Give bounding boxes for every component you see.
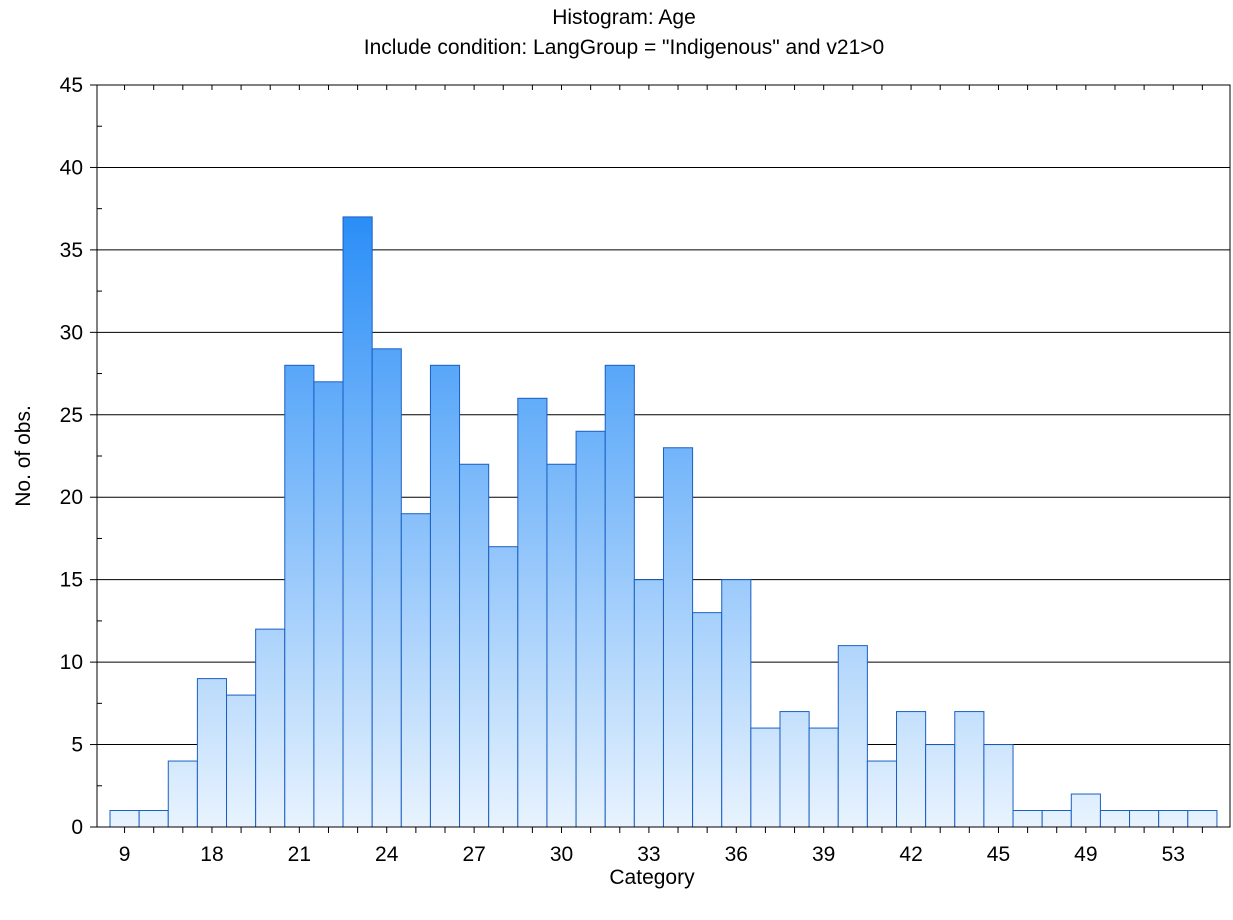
x-tick-label: 30: [550, 843, 573, 866]
y-tick-label: 10: [60, 651, 83, 674]
bar: [517, 397, 548, 828]
bar: [954, 711, 985, 828]
bar: [721, 579, 752, 828]
chart-title: Histogram: Age: [552, 6, 696, 29]
bar: [808, 727, 839, 828]
x-tick-label: 49: [1074, 843, 1097, 866]
bar: [837, 645, 868, 828]
bar: [1158, 810, 1189, 828]
bar: [255, 628, 286, 828]
chart-subtitle: Include condition: LangGroup = "Indigeno…: [364, 36, 884, 59]
axes: [90, 84, 1231, 833]
y-tick-label: 35: [60, 239, 83, 262]
y-tick-label: 30: [60, 321, 83, 344]
x-axis-label: Category: [609, 866, 695, 889]
bar: [138, 810, 169, 828]
y-tick-label: 20: [60, 486, 83, 509]
x-tick-label: 39: [812, 843, 835, 866]
x-tick-label: 42: [899, 843, 922, 866]
bar: [459, 463, 490, 828]
y-axis-label: No. of obs.: [12, 405, 35, 507]
y-tick-label: 25: [60, 404, 83, 427]
bar: [1041, 810, 1072, 828]
bar: [575, 430, 606, 828]
bar: [1129, 810, 1160, 828]
y-tick-label: 40: [60, 156, 83, 179]
x-tick-label: 27: [462, 843, 485, 866]
y-tick-label: 0: [71, 816, 83, 839]
y-tick-label: 15: [60, 569, 83, 592]
x-tick-label: 36: [725, 843, 748, 866]
bar: [692, 612, 723, 828]
bar: [1070, 793, 1101, 828]
bar: [1012, 810, 1043, 828]
x-tick-label: 53: [1162, 843, 1185, 866]
bar: [1187, 810, 1218, 828]
bar: [983, 744, 1014, 828]
bar: [167, 760, 198, 828]
bar: [284, 364, 315, 828]
x-tick-label: 18: [200, 843, 223, 866]
x-tick-labels: 9 18 21 24 27 30 33 36 39 42 45 49 53: [119, 843, 1185, 866]
bar: [925, 744, 956, 828]
bar: [342, 216, 373, 828]
x-tick-label: 9: [119, 843, 131, 866]
bar: [866, 760, 898, 828]
y-tick-labels: 0 5 10 15 20 25 30 35 40 45: [60, 74, 83, 839]
bar: [196, 678, 228, 828]
bar: [896, 711, 927, 828]
y-tick-label: 5: [71, 734, 83, 757]
bar: [546, 463, 577, 828]
bar: [429, 364, 461, 828]
bar: [226, 694, 257, 828]
y-tick-label: 45: [60, 74, 83, 97]
x-tick-label: 33: [637, 843, 660, 866]
bar: [662, 447, 694, 828]
bar: [400, 513, 431, 828]
bar: [750, 727, 781, 828]
bars: [109, 216, 1218, 828]
bar: [488, 546, 519, 828]
bar: [313, 381, 344, 828]
bar: [604, 364, 635, 828]
x-tick-label: 24: [375, 843, 399, 866]
bar: [109, 810, 140, 828]
x-tick-label: 21: [288, 843, 311, 866]
x-tick-label: 45: [987, 843, 1010, 866]
bar: [633, 579, 664, 828]
bar: [1099, 810, 1131, 828]
bar: [779, 711, 810, 828]
bar: [371, 348, 402, 828]
